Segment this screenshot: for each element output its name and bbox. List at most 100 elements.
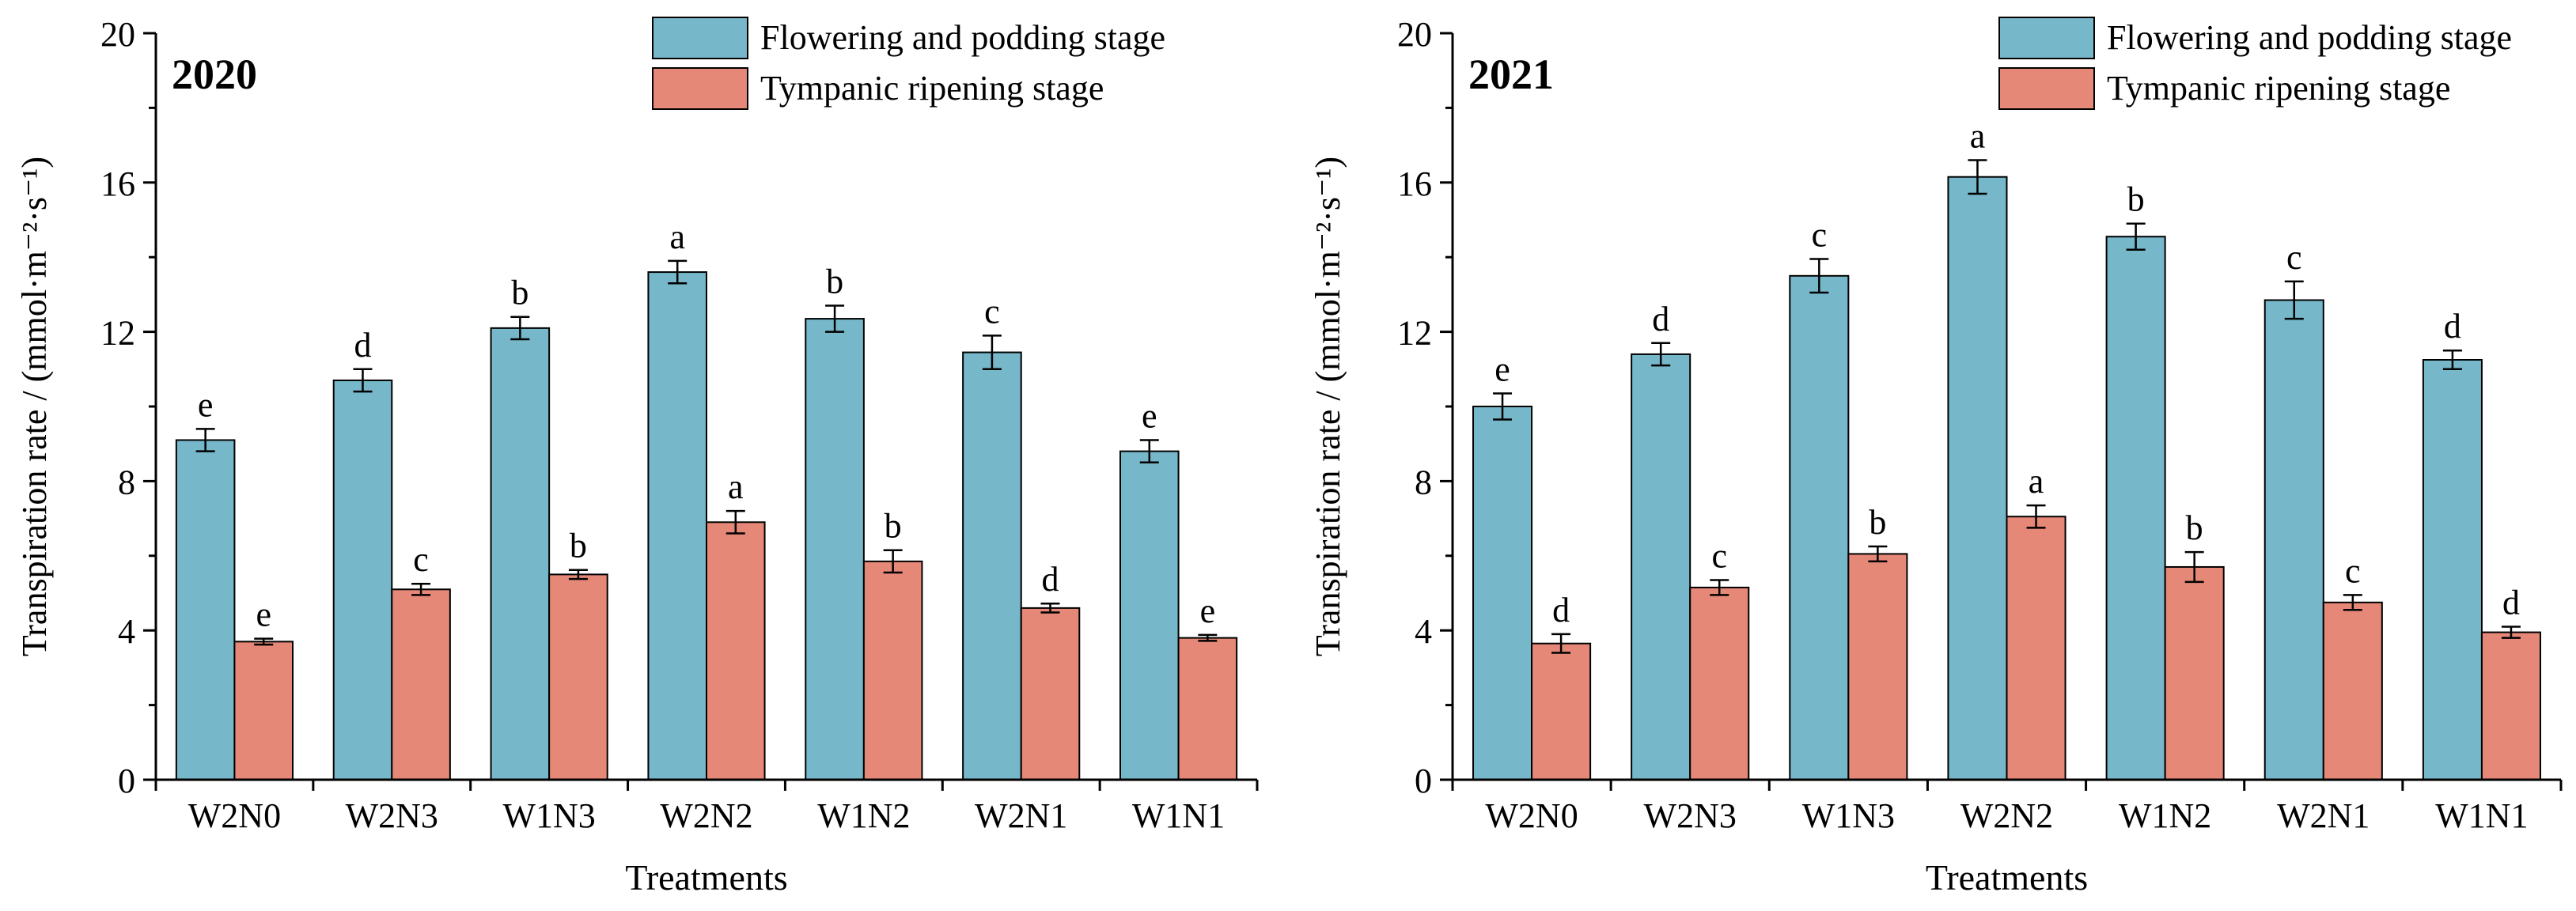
bar	[647, 271, 707, 781]
x-tick-label: W2N2	[660, 796, 752, 835]
significance-label: b	[885, 507, 902, 546]
chart-title: 2021	[1468, 51, 1554, 98]
x-tick-label: W2N0	[1485, 796, 1578, 835]
y-tick-label: 12	[1397, 314, 1432, 353]
bar	[1631, 353, 1691, 781]
bar	[2422, 359, 2483, 781]
bar	[2263, 299, 2324, 781]
x-tick-label: W1N3	[502, 796, 595, 835]
x-tick-label: W1N3	[1802, 796, 1895, 835]
significance-label: d	[2444, 307, 2461, 346]
legend-label: Flowering and podding stage	[2107, 18, 2512, 57]
chart-panel-2021: e d c a b c d d c b a b c d 0 4 8 12 16 20 W2N0 W2N3 W1N3 W2N2 W…	[1309, 15, 2563, 898]
bar	[2006, 516, 2066, 781]
significance-label: c	[2286, 238, 2302, 277]
x-tick-label: W2N2	[1960, 796, 2053, 835]
bar	[2480, 631, 2541, 781]
y-tick-label: 12	[100, 314, 135, 353]
bar	[2105, 236, 2166, 781]
significance-label: e	[256, 595, 271, 634]
y-tick-label: 20	[100, 15, 135, 54]
legend-swatch	[1998, 17, 2095, 59]
bar	[391, 588, 451, 781]
bar	[1119, 450, 1180, 781]
chart-title: 2020	[172, 51, 257, 98]
significance-label: e	[1494, 350, 1510, 388]
bar	[332, 379, 393, 781]
y-tick-label: 4	[118, 612, 135, 651]
bar	[1472, 406, 1533, 781]
y-axis-title: Transpiration rate / (mmol·m⁻²·s⁻¹)	[1309, 157, 1347, 656]
significance-label: b	[2127, 180, 2145, 219]
significance-label: d	[354, 326, 371, 365]
y-tick-label: 20	[1397, 15, 1432, 54]
x-tick-label: W1N1	[2435, 796, 2528, 835]
significance-label: d	[1042, 560, 1059, 599]
bar	[1531, 642, 1592, 781]
chart-panel-2020: e d b a b c e e c b a b d e 0 4 8 12 16 20 W2N0 W2N3 W1N3 W2N2 W…	[15, 15, 1259, 898]
x-tick-label: W2N1	[2277, 796, 2370, 835]
significance-label: e	[1200, 592, 1216, 630]
x-axis-title: Treatments	[625, 857, 787, 898]
bar	[233, 641, 294, 781]
significance-label: a	[669, 217, 685, 256]
significance-label: c	[2345, 551, 2361, 590]
significance-label: c	[984, 292, 1000, 331]
significance-label: e	[198, 385, 214, 424]
x-tick-label: W2N3	[346, 796, 438, 835]
bar	[1847, 553, 1908, 781]
bar	[1689, 586, 1750, 781]
bar	[175, 439, 236, 781]
significance-label: b	[1869, 503, 1886, 542]
significance-label: b	[511, 274, 528, 312]
bar	[548, 573, 608, 781]
bar	[862, 560, 923, 781]
significance-label: e	[1142, 396, 1157, 435]
significance-label: a	[2029, 462, 2044, 501]
x-tick-label: W2N1	[975, 796, 1067, 835]
x-tick-label: W1N1	[1132, 796, 1225, 835]
significance-label: d	[1552, 591, 1570, 629]
bar	[490, 327, 551, 781]
bar	[962, 351, 1022, 781]
y-tick-label: 4	[1415, 612, 1432, 651]
significance-label: c	[413, 540, 429, 579]
bar	[805, 318, 865, 781]
y-tick-label: 8	[118, 463, 135, 501]
y-axis-title: Transpiration rate / (mmol·m⁻²·s⁻¹)	[15, 157, 54, 656]
y-tick-label: 16	[1397, 164, 1432, 203]
significance-label: c	[1711, 536, 1727, 575]
legend-label: Flowering and podding stage	[760, 18, 1165, 57]
x-tick-label: W1N2	[2119, 796, 2211, 835]
y-tick-label: 0	[118, 762, 135, 800]
significance-label: a	[728, 467, 744, 506]
bar	[1177, 637, 1238, 781]
bar	[2322, 601, 2383, 781]
significance-label: b	[570, 527, 587, 565]
x-tick-label: W2N0	[188, 796, 281, 835]
legend-swatch	[652, 67, 748, 110]
x-tick-label: W1N2	[817, 796, 910, 835]
bar	[706, 521, 766, 781]
legend-label: Tympanic ripening stage	[2107, 69, 2450, 108]
y-tick-label: 0	[1415, 762, 1432, 800]
bar	[1020, 607, 1081, 781]
significance-label: d	[1652, 300, 1669, 338]
legend-swatch	[652, 17, 748, 59]
significance-label: a	[1970, 116, 1986, 155]
significance-label: c	[1812, 216, 1828, 255]
y-tick-label: 16	[100, 164, 135, 203]
legend-swatch	[1998, 67, 2095, 110]
x-tick-label: W2N3	[1644, 796, 1737, 835]
bar	[2164, 565, 2225, 781]
bar	[1947, 176, 2008, 781]
significance-label: d	[2502, 583, 2520, 622]
significance-label: b	[826, 263, 843, 301]
significance-label: b	[2186, 508, 2203, 547]
y-tick-label: 8	[1415, 463, 1432, 501]
legend-label: Tympanic ripening stage	[760, 69, 1104, 108]
bar	[1789, 274, 1850, 781]
x-axis-title: Treatments	[1926, 857, 2088, 898]
